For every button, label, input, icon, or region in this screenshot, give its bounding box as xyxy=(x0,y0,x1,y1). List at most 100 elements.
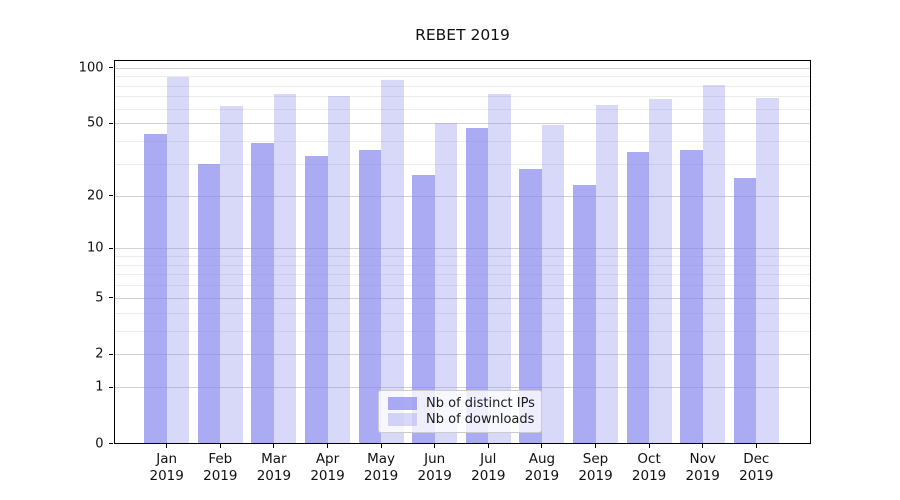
y-minor-gridline xyxy=(113,76,811,78)
x-axis-tick xyxy=(648,444,650,448)
x-axis-tick xyxy=(702,444,704,448)
y-minor-gridline xyxy=(113,312,811,314)
x-axis-tick xyxy=(273,444,275,448)
bar-nb-of-distinct-ips-mar-2019 xyxy=(251,143,274,444)
bar-nb-of-distinct-ips-jun-2019 xyxy=(412,175,435,444)
legend-swatch-distinct-ips xyxy=(388,397,417,410)
bar-nb-of-distinct-ips-oct-2019 xyxy=(626,151,650,444)
x-tick-label-month: May xyxy=(367,451,396,467)
y-minor-gridline xyxy=(113,274,811,276)
bar-nb-of-downloads-dec-2019 xyxy=(756,97,779,444)
bar-nb-of-downloads-jan-2019 xyxy=(166,77,190,444)
x-tick-label: Jan 2019 xyxy=(135,451,199,485)
legend-swatch-downloads xyxy=(388,413,417,426)
x-tick-label-month: Aug xyxy=(528,451,556,467)
bar-nb-of-downloads-feb-2019 xyxy=(220,106,243,444)
y-major-gridline xyxy=(113,248,811,250)
x-tick-label-month: Dec xyxy=(743,451,770,467)
x-tick-label-year: 2019 xyxy=(631,468,667,484)
x-tick-label-month: Apr xyxy=(315,451,340,467)
y-major-gridline xyxy=(113,354,811,356)
legend-item-downloads: Nb of downloads xyxy=(388,412,535,427)
x-axis-tick xyxy=(380,444,382,448)
x-tick-label: Apr 2019 xyxy=(296,451,360,485)
x-tick-label-year: 2019 xyxy=(203,468,238,484)
x-tick-label-month: Jul xyxy=(480,451,497,467)
legend-label-downloads: Nb of downloads xyxy=(426,412,535,427)
bar-nb-of-downloads-mar-2019 xyxy=(273,94,297,444)
legend-item-distinct-ips: Nb of distinct IPs xyxy=(388,396,535,411)
y-axis-tick xyxy=(108,67,113,69)
x-tick-label-month: Mar xyxy=(261,451,287,467)
legend-label-distinct-ips: Nb of distinct IPs xyxy=(426,396,535,411)
x-axis-tick xyxy=(219,444,221,448)
plot-area xyxy=(113,60,811,444)
y-axis-tick xyxy=(108,386,113,388)
y-minor-gridline xyxy=(113,285,811,287)
y-minor-gridline xyxy=(113,256,811,258)
x-tick-label: Oct 2019 xyxy=(617,451,681,485)
y-axis-tick xyxy=(108,122,113,124)
bar-nb-of-distinct-ips-sep-2019 xyxy=(573,184,596,444)
x-tick-label-year: 2019 xyxy=(578,468,613,484)
x-tick-label: May 2019 xyxy=(349,451,413,485)
bar-nb-of-downloads-nov-2019 xyxy=(702,84,726,444)
x-axis-tick xyxy=(326,444,329,448)
y-major-gridline xyxy=(113,195,811,197)
y-major-gridline xyxy=(113,297,811,299)
x-tick-label-year: 2019 xyxy=(739,468,774,484)
y-tick-label: 20 xyxy=(86,188,104,204)
y-major-gridline xyxy=(113,67,811,69)
x-tick-label: Jun 2019 xyxy=(403,451,467,485)
x-axis-tick xyxy=(487,444,489,448)
x-tick-label-month: Jun xyxy=(424,451,446,467)
chart-title: REBET 2019 xyxy=(415,26,510,44)
x-tick-label: Aug 2019 xyxy=(510,451,574,485)
x-axis-tick xyxy=(594,444,597,448)
y-minor-gridline xyxy=(113,108,811,110)
bar-nb-of-downloads-jun-2019 xyxy=(434,123,458,444)
x-tick-label-year: 2019 xyxy=(417,468,452,484)
x-tick-label-month: Feb xyxy=(208,451,233,467)
x-tick-label-year: 2019 xyxy=(685,468,720,484)
y-tick-label: 100 xyxy=(78,60,104,76)
x-axis-tick xyxy=(755,444,757,448)
bar-nb-of-distinct-ips-jul-2019 xyxy=(465,128,489,444)
y-major-gridline xyxy=(113,387,811,389)
x-axis-tick xyxy=(166,444,168,448)
y-tick-label: 5 xyxy=(95,290,104,306)
bar-nb-of-downloads-aug-2019 xyxy=(541,124,565,444)
y-minor-gridline xyxy=(113,85,811,87)
bar-nb-of-distinct-ips-apr-2019 xyxy=(305,156,328,444)
bar-nb-of-distinct-ips-feb-2019 xyxy=(197,163,221,444)
x-tick-label: Dec 2019 xyxy=(724,451,788,485)
y-tick-label: 0 xyxy=(95,436,104,452)
x-tick-label: Nov 2019 xyxy=(671,451,735,485)
bar-nb-of-distinct-ips-dec-2019 xyxy=(733,178,757,444)
y-tick-label: 2 xyxy=(95,346,104,362)
y-axis-tick xyxy=(108,443,113,445)
x-tick-label-month: Jan xyxy=(156,451,178,467)
y-minor-gridline xyxy=(113,330,811,332)
x-axis-tick xyxy=(434,444,436,448)
x-tick-label-month: Sep xyxy=(582,451,609,467)
x-tick-label-month: Nov xyxy=(689,451,716,467)
x-tick-label-year: 2019 xyxy=(363,468,399,484)
bar-nb-of-distinct-ips-jan-2019 xyxy=(144,133,167,444)
y-tick-label: 50 xyxy=(86,115,104,131)
bar-nb-of-downloads-jul-2019 xyxy=(488,94,511,444)
bar-nb-of-distinct-ips-nov-2019 xyxy=(680,149,703,444)
x-tick-label-year: 2019 xyxy=(256,468,292,484)
bar-nb-of-distinct-ips-may-2019 xyxy=(358,149,382,444)
x-axis-tick xyxy=(541,444,543,448)
x-tick-label-year: 2019 xyxy=(310,468,345,484)
y-tick-label: 10 xyxy=(86,240,104,256)
y-axis-tick xyxy=(108,353,113,355)
y-axis-tick xyxy=(108,247,113,249)
x-tick-label-year: 2019 xyxy=(471,468,506,484)
y-axis-tick xyxy=(108,195,113,197)
y-minor-gridline xyxy=(113,264,811,266)
y-axis-tick xyxy=(108,297,113,299)
bar-nb-of-downloads-may-2019 xyxy=(381,79,404,444)
